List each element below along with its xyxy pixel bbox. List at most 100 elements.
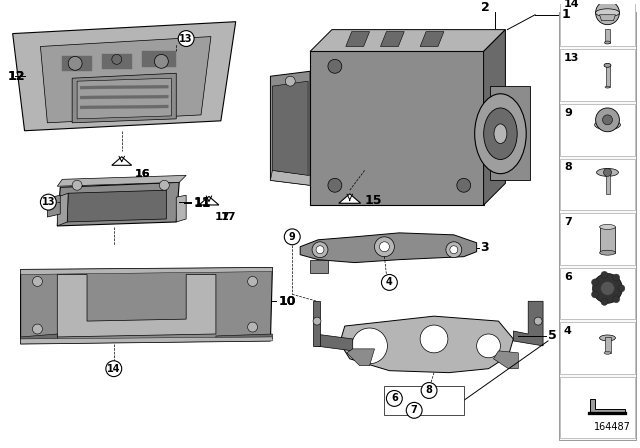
Circle shape (284, 229, 300, 245)
Polygon shape (20, 267, 273, 344)
Text: 12: 12 (8, 70, 25, 83)
Polygon shape (310, 30, 506, 52)
Text: 9: 9 (564, 108, 572, 118)
Text: 6: 6 (564, 271, 572, 281)
Ellipse shape (600, 250, 616, 255)
Polygon shape (493, 351, 518, 369)
Text: 16: 16 (134, 169, 150, 179)
Polygon shape (310, 260, 328, 272)
Text: 8: 8 (426, 385, 433, 396)
Text: 7: 7 (411, 405, 417, 415)
Ellipse shape (596, 168, 618, 177)
Circle shape (112, 54, 122, 65)
Circle shape (596, 108, 620, 132)
Ellipse shape (605, 86, 610, 88)
Text: 17: 17 (221, 212, 236, 222)
Polygon shape (315, 334, 353, 351)
Circle shape (420, 325, 448, 353)
Circle shape (534, 317, 542, 325)
Circle shape (450, 246, 458, 254)
Bar (560, 49, 636, 101)
Text: 9: 9 (289, 232, 296, 242)
Text: 10: 10 (278, 295, 296, 308)
Text: 2: 2 (481, 1, 490, 14)
Bar (559, 12, 636, 440)
Polygon shape (62, 56, 92, 71)
Ellipse shape (600, 335, 616, 341)
Text: 4: 4 (386, 277, 393, 288)
Polygon shape (340, 316, 513, 373)
Polygon shape (57, 193, 68, 226)
Text: 13: 13 (564, 53, 579, 64)
Polygon shape (589, 400, 625, 412)
Text: 164487: 164487 (594, 422, 631, 432)
Polygon shape (57, 175, 186, 186)
Polygon shape (513, 301, 543, 346)
Text: 14: 14 (107, 364, 120, 374)
Polygon shape (20, 337, 273, 344)
Circle shape (381, 275, 397, 290)
Polygon shape (484, 30, 506, 205)
Circle shape (312, 242, 328, 258)
Bar (588, 412, 627, 415)
Polygon shape (141, 52, 176, 67)
Circle shape (154, 54, 168, 68)
Bar (600, 227, 616, 253)
Text: 13: 13 (179, 34, 193, 43)
Circle shape (612, 296, 620, 303)
Polygon shape (102, 54, 132, 69)
Polygon shape (339, 194, 361, 203)
Text: 17: 17 (215, 212, 230, 222)
Ellipse shape (475, 94, 526, 174)
Circle shape (328, 60, 342, 73)
Polygon shape (13, 22, 236, 131)
Circle shape (285, 76, 295, 86)
Bar (560, 104, 636, 155)
Bar (560, 213, 636, 265)
Ellipse shape (595, 120, 620, 130)
Text: 8: 8 (564, 163, 572, 172)
Circle shape (40, 194, 56, 210)
Bar (560, 267, 636, 319)
Circle shape (596, 1, 620, 25)
Text: 12: 12 (8, 70, 25, 83)
Text: 11: 11 (193, 196, 211, 209)
Circle shape (33, 324, 42, 334)
Polygon shape (199, 196, 219, 205)
Bar (605, 337, 611, 353)
Circle shape (457, 178, 470, 192)
Bar (560, 377, 636, 438)
Circle shape (591, 291, 598, 298)
Bar (560, 0, 636, 47)
Bar (560, 322, 636, 374)
Circle shape (159, 181, 170, 190)
Circle shape (328, 178, 342, 192)
Text: 10: 10 (278, 295, 296, 308)
Polygon shape (300, 233, 477, 263)
Circle shape (68, 56, 82, 70)
Circle shape (591, 279, 598, 286)
Polygon shape (273, 81, 308, 175)
Bar (385, 386, 464, 415)
Circle shape (387, 391, 403, 406)
Text: 16: 16 (134, 169, 150, 179)
Circle shape (618, 285, 625, 292)
Circle shape (477, 334, 500, 358)
Circle shape (593, 274, 622, 303)
Polygon shape (80, 95, 168, 99)
Bar (605, 170, 611, 194)
Ellipse shape (600, 224, 616, 229)
Polygon shape (47, 195, 60, 217)
Polygon shape (310, 52, 484, 205)
Circle shape (421, 383, 437, 398)
Polygon shape (347, 349, 374, 366)
Polygon shape (77, 78, 172, 119)
Text: 7: 7 (564, 217, 572, 227)
Polygon shape (176, 195, 186, 222)
Polygon shape (490, 86, 530, 181)
Circle shape (374, 237, 394, 257)
Polygon shape (40, 37, 211, 123)
Circle shape (446, 242, 462, 258)
Polygon shape (20, 267, 273, 275)
Circle shape (106, 361, 122, 377)
